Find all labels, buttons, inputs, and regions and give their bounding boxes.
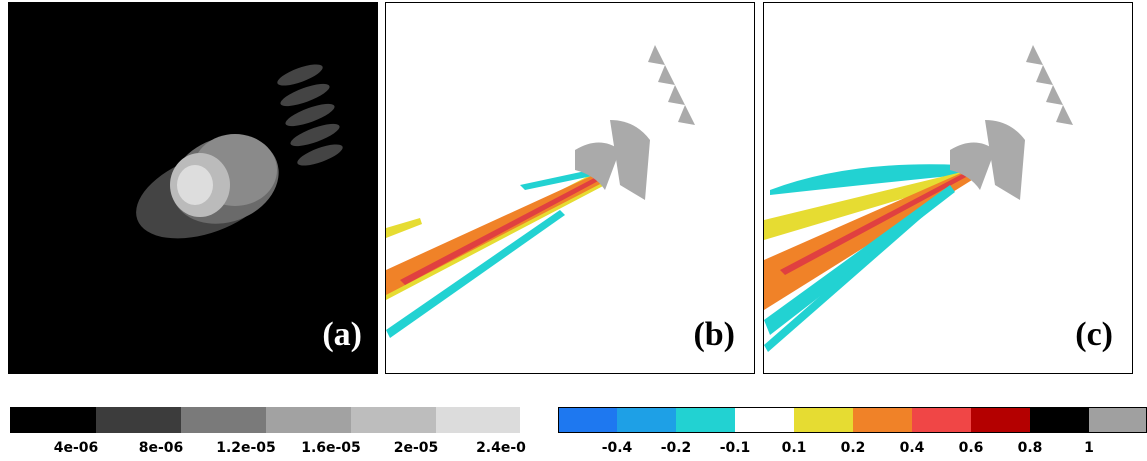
colorbar-tick-label: 1.6e-05 bbox=[301, 440, 361, 456]
colorbar-tick-label: 0.4 bbox=[900, 440, 925, 456]
colorbar-tick-label: 2.4e-0 bbox=[476, 440, 526, 456]
colorbar-tick-label: 0.8 bbox=[1018, 440, 1043, 456]
colorbar-tick-label: 2e-05 bbox=[394, 440, 439, 456]
panel-label: (a) bbox=[322, 316, 362, 353]
colorbar-tick-label: -0.4 bbox=[602, 440, 633, 456]
panel-a bbox=[8, 2, 378, 374]
colorbar-right bbox=[558, 407, 1147, 433]
panel-c: (c) bbox=[763, 2, 1133, 374]
colorbar-left bbox=[10, 407, 520, 433]
colorbar-tick-label: 1.2e-05 bbox=[216, 440, 276, 456]
panel-b: (b) bbox=[385, 2, 755, 374]
colorbar-tick-label: 0.6 bbox=[959, 440, 984, 456]
colorbar-tick-label: -0.2 bbox=[661, 440, 692, 456]
colorbar-tick-label: 0.2 bbox=[841, 440, 866, 456]
panel-label: (b) bbox=[693, 316, 735, 353]
colorbar-tick-label: 4e-06 bbox=[54, 440, 99, 456]
colorbar-tick-label: -0.1 bbox=[720, 440, 751, 456]
panel-label: (c) bbox=[1075, 316, 1113, 353]
colorbar-tick-label: 1 bbox=[1084, 440, 1094, 456]
colorbar-tick-label: 0.1 bbox=[782, 440, 807, 456]
colorbar-tick-label: 8e-06 bbox=[139, 440, 184, 456]
